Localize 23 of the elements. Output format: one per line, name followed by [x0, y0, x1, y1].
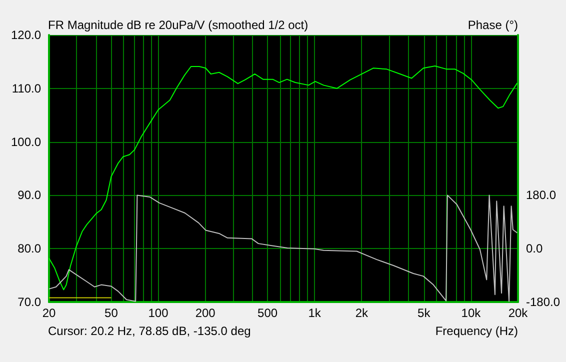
x-tick-label: 5k — [418, 306, 432, 320]
x-axis-title: Frequency (Hz) — [435, 324, 518, 338]
y-tick-label: 110.0 — [12, 81, 42, 96]
x-tick-label: 10k — [461, 306, 482, 320]
chart-title: FR Magnitude dB re 20uPa/V (smoothed 1/2 oct) — [48, 18, 308, 32]
x-tick-label: 500 — [258, 306, 278, 320]
x-tick-label: 20 — [42, 306, 56, 320]
x-tick-label: 20k — [508, 306, 529, 320]
y-tick-label: 100.0 — [10, 134, 42, 149]
y2-tick-label: 0.0 — [526, 242, 544, 256]
y-tick-label: 70.0 — [18, 295, 42, 309]
y2-tick-label: -180.0 — [526, 295, 560, 309]
y-tick-label: 120.0 — [10, 28, 42, 42]
y-tick-label: 80.0 — [18, 242, 42, 256]
x-tick-label: 200 — [195, 306, 216, 320]
x-tick-label: 50 — [104, 306, 118, 320]
x-tick-label: 2k — [355, 306, 369, 320]
y2-axis-title: Phase (°) — [468, 18, 518, 32]
x-tick-label: 1k — [308, 306, 322, 320]
x-tick-label: 100 — [148, 306, 169, 320]
y-tick-label: 90.0 — [18, 188, 42, 202]
y2-tick-label: 180.0 — [526, 188, 556, 202]
text: Cursor: 20.2 Hz, 78.85 dB, -135.0 deg — [48, 324, 251, 338]
